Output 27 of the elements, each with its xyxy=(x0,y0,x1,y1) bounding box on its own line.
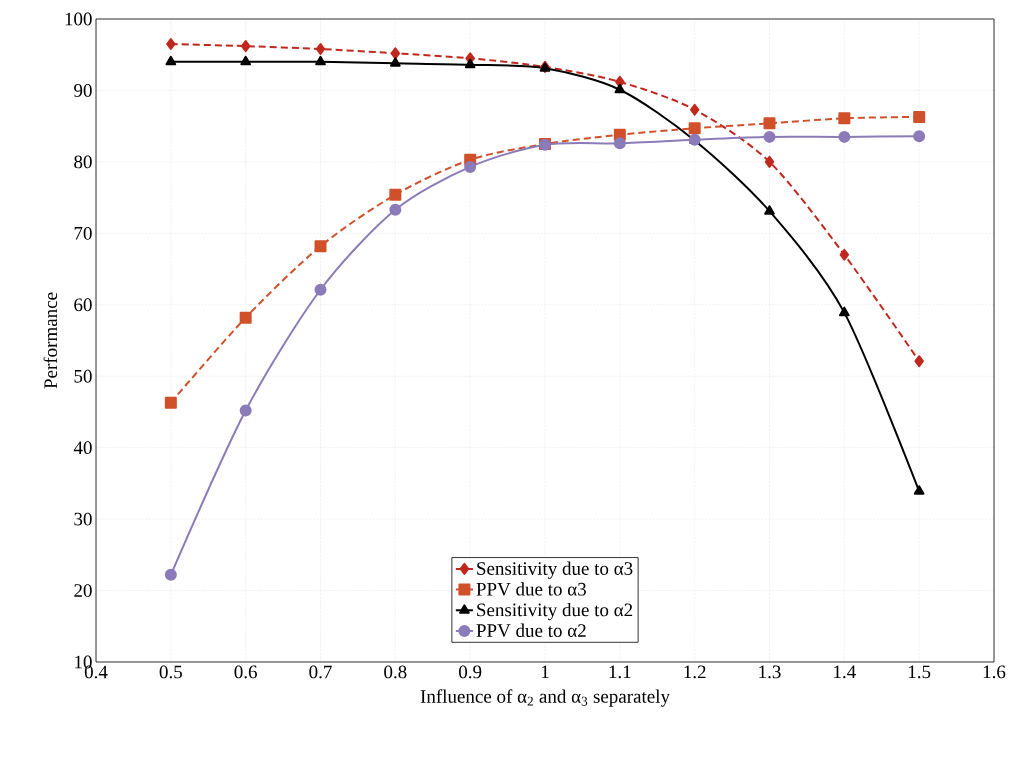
x-tick-label: 1.6 xyxy=(983,665,1006,679)
y-tick-label: 20 xyxy=(74,584,92,597)
x-tick-label: 1.5 xyxy=(908,665,931,679)
x-tick-label: 1 xyxy=(541,665,549,679)
y-tick-label: 80 xyxy=(74,155,92,169)
y-tick-label: 100 xyxy=(65,12,92,26)
x-tick-label: 0.8 xyxy=(384,665,407,679)
x-tick-label: 0.9 xyxy=(459,665,482,679)
x-tick-label: 0.5 xyxy=(159,665,182,679)
legend-label: PPV due to α2 xyxy=(476,623,586,638)
y-tick-label: 70 xyxy=(74,226,92,240)
x-axis-title: Influence of α$_{2}$ and α$_{3}$ separately xyxy=(420,689,670,707)
y-tick-label: 90 xyxy=(74,84,92,97)
x-tick-label: 1.1 xyxy=(609,665,631,679)
y-tick-label: 30 xyxy=(74,512,92,526)
y-tick-label: 50 xyxy=(74,369,92,383)
y-axis-title: Performance xyxy=(43,292,58,389)
x-tick-label: 1.2 xyxy=(684,665,706,679)
legend-label: Sensitivity due to α3 xyxy=(477,561,633,579)
x-tick-label: 0.7 xyxy=(309,665,332,679)
x-tick-label: 1.4 xyxy=(834,665,856,679)
legend-label: PPV due to α3 xyxy=(476,582,586,596)
y-tick-label: 60 xyxy=(74,298,92,312)
x-tick-label: 0.6 xyxy=(234,665,257,679)
y-tick-label: 40 xyxy=(73,441,92,455)
x-tick-label: 1.3 xyxy=(759,665,781,679)
legend-label: Sensitivity due to α2 xyxy=(477,602,633,621)
